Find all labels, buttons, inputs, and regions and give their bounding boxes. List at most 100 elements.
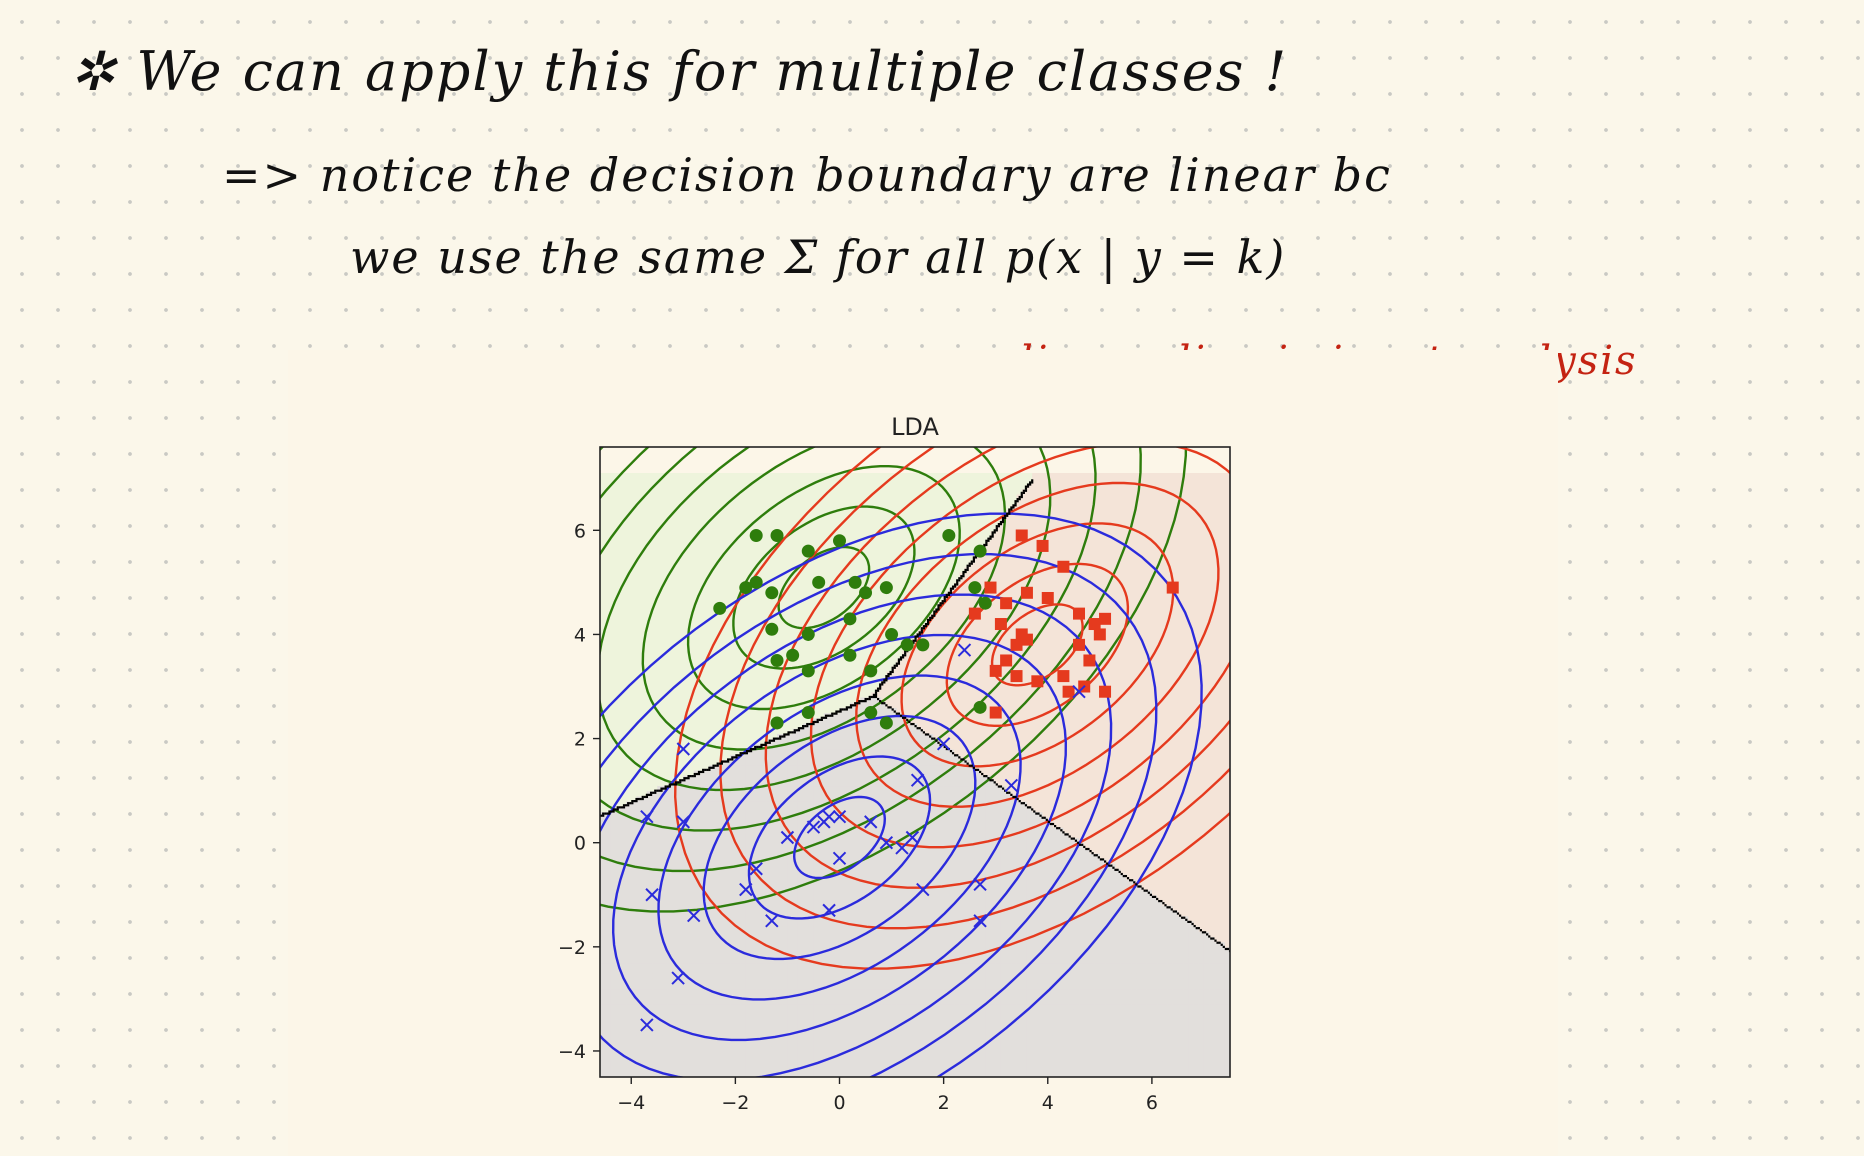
decision-region-cell [714, 676, 721, 682]
decision-region-cell [652, 1030, 658, 1036]
decision-region-cell [657, 530, 664, 537]
decision-region-cell [631, 509, 638, 516]
decision-region-cell [787, 853, 794, 859]
decision-region-cell [704, 1071, 710, 1077]
decision-region-cell [787, 1040, 794, 1047]
decision-region-cell [698, 863, 705, 870]
decision-region-cell [652, 769, 658, 776]
decision-region-cell [724, 785, 731, 792]
decision-region-cell [631, 889, 638, 896]
decision-region-cell [667, 972, 674, 979]
decision-region-cell [704, 983, 710, 990]
decision-region-cell [735, 577, 742, 583]
decision-region-cell [600, 655, 606, 662]
decision-region-cell [792, 587, 799, 594]
decision-region-cell [688, 618, 695, 625]
decision-region-cell [610, 514, 617, 521]
decision-region-cell [667, 728, 674, 734]
decision-region-cell [646, 926, 653, 932]
decision-region-cell [808, 571, 815, 578]
decision-region-cell [615, 587, 622, 594]
decision-region-cell [756, 847, 763, 854]
decision-region-cell [698, 816, 705, 823]
decision-region-cell [750, 962, 757, 969]
decision-region-cell [813, 920, 820, 927]
decision-region-cell [761, 1030, 768, 1036]
decision-region-cell [750, 509, 757, 516]
decision-region-cell [818, 1014, 825, 1021]
decision-region-cell [704, 931, 710, 938]
decision-region-cell [652, 863, 658, 870]
decision-region-cell [678, 801, 684, 807]
decision-region-cell [667, 624, 674, 630]
decision-region-cell [672, 1019, 679, 1026]
decision-region-cell [792, 952, 799, 958]
decision-region-cell [797, 1004, 804, 1010]
decision-region-cell [667, 905, 674, 911]
decision-region-cell [714, 660, 721, 667]
decision-region-cell [641, 894, 648, 901]
decision-region-cell [792, 910, 799, 917]
decision-region-cell [818, 894, 825, 901]
decision-region-cell [709, 681, 716, 688]
decision-region-cell [678, 952, 684, 958]
decision-region-cell [688, 853, 695, 859]
decision-region-cell [709, 775, 716, 781]
decision-region-cell [761, 1004, 768, 1010]
decision-region-cell [782, 972, 789, 979]
decision-region-cell [792, 972, 799, 979]
decision-region-cell [620, 780, 627, 787]
decision-region-cell [745, 816, 752, 823]
decision-region-cell [792, 962, 799, 969]
decision-region-cell [787, 712, 794, 719]
decision-region-cell [610, 655, 617, 662]
decision-region-cell [631, 837, 638, 844]
decision-region-cell [797, 936, 804, 943]
decision-region-cell [719, 597, 726, 604]
decision-region-cell [652, 884, 658, 891]
decision-region-cell [704, 842, 710, 849]
decision-region-cell [657, 1056, 664, 1062]
decision-region-cell [745, 717, 752, 724]
decision-region-cell [730, 473, 736, 479]
decision-region-cell [771, 941, 778, 948]
decision-region-cell [792, 514, 799, 521]
decision-region-cell [771, 754, 778, 760]
decision-region-cell [698, 670, 705, 677]
decision-region-cell [641, 978, 648, 984]
decision-region-cell [808, 499, 815, 505]
decision-region-cell [782, 545, 789, 552]
decision-region-cell [657, 1009, 664, 1016]
decision-region-cell [698, 686, 705, 693]
decision-region-cell [620, 801, 627, 807]
decision-region-cell [683, 556, 690, 563]
decision-region-cell [615, 577, 622, 583]
decision-region-cell [740, 488, 747, 495]
decision-region-cell [641, 707, 648, 714]
decision-region-cell [808, 811, 815, 818]
decision-region-cell [672, 571, 679, 578]
decision-region-cell [740, 962, 747, 969]
decision-region-cell [667, 483, 674, 490]
decision-region-cell [693, 644, 700, 651]
decision-region-cell [626, 967, 632, 974]
decision-region-cell [797, 759, 804, 766]
decision-region-cell [620, 743, 627, 750]
decision-region-cell [605, 801, 612, 807]
decision-region-cell [709, 754, 716, 760]
decision-region-cell [672, 998, 679, 1005]
decision-region-cell [745, 660, 752, 667]
decision-region-cell [719, 894, 726, 901]
decision-region-cell [740, 1061, 747, 1068]
decision-region-cell [657, 592, 664, 599]
decision-region-cell [761, 983, 768, 990]
decision-region-cell [803, 1014, 809, 1021]
decision-region-cell [667, 811, 674, 818]
decision-region-cell [787, 545, 794, 552]
decision-region-cell [756, 1056, 763, 1062]
decision-region-cell [787, 597, 794, 604]
decision-region-cell [735, 514, 742, 521]
decision-region-cell [724, 525, 731, 531]
decision-region-cell [688, 1004, 695, 1010]
decision-region-cell [735, 952, 742, 958]
